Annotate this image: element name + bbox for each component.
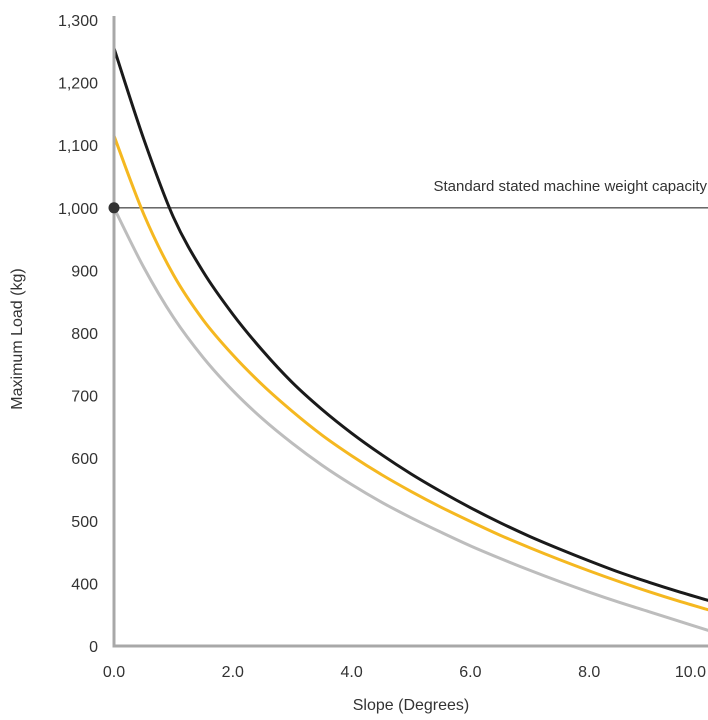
- reference-line-label: Standard stated machine weight capacity: [434, 178, 708, 195]
- x-tick-label: 2.0: [222, 664, 244, 681]
- y-tick-label: 1,300: [58, 13, 98, 30]
- x-tick-label: 4.0: [340, 664, 362, 681]
- x-tick-label: 6.0: [459, 664, 481, 681]
- series-line-3: [112, 206, 708, 632]
- y-tick-label: 1,100: [58, 138, 98, 155]
- y-tick-label: 500: [71, 514, 98, 531]
- y-tick-label: 1,200: [58, 76, 98, 93]
- y-axis-ticks: 0 400 500 600 700 800 900 1,000 1,100 1,200 1,300: [58, 13, 98, 656]
- x-axis-ticks: 0.0 2.0 4.0 6.0 8.0 10.0: [103, 664, 706, 681]
- y-tick-label: 900: [71, 263, 98, 280]
- y-tick-label: 700: [71, 389, 98, 406]
- y-tick-label: 600: [71, 451, 98, 468]
- y-tick-label: 800: [71, 326, 98, 343]
- series-line-1: [112, 46, 708, 602]
- y-axis-title: Maximum Load (kg): [9, 268, 26, 409]
- y-tick-label: 1,000: [58, 201, 98, 218]
- x-tick-label: 8.0: [578, 664, 600, 681]
- y-tick-label: 0: [89, 639, 98, 656]
- x-axis-title: Slope (Degrees): [353, 697, 470, 714]
- data-point-marker: [108, 202, 120, 214]
- series-line-2: [112, 134, 708, 612]
- series-group: [112, 46, 708, 632]
- y-tick-label: 400: [71, 576, 98, 593]
- x-tick-label: 0.0: [103, 664, 125, 681]
- x-tick-label: 10.0: [675, 664, 706, 681]
